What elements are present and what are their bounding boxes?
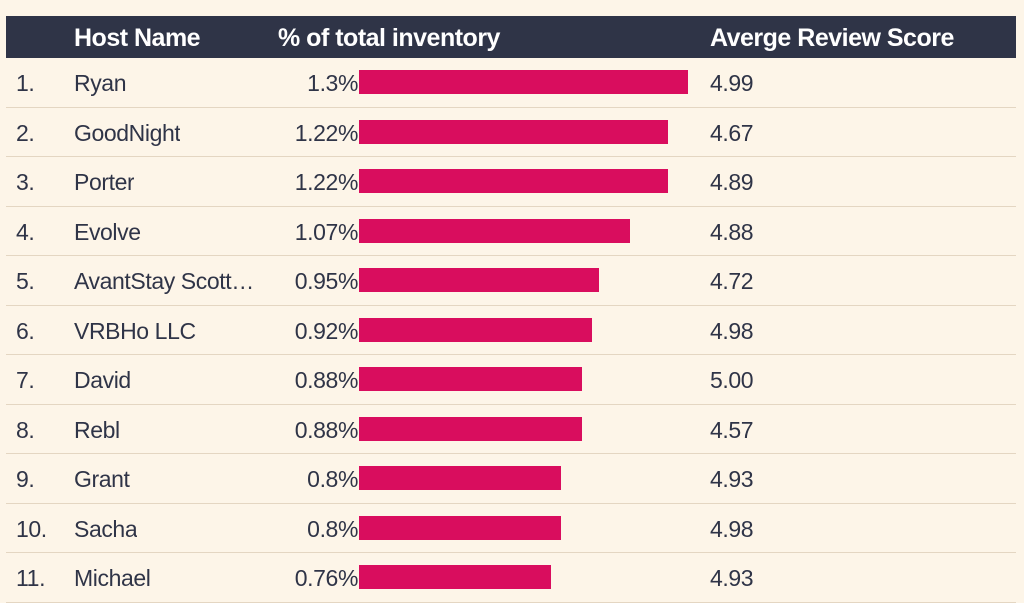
inventory-bar bbox=[359, 70, 688, 94]
inventory-bar bbox=[359, 119, 668, 144]
review-score: 4.57 bbox=[710, 416, 754, 443]
inventory-bar bbox=[359, 466, 561, 490]
row-rank: 6. bbox=[16, 317, 35, 344]
bar-value-label: 0.8% bbox=[307, 466, 358, 492]
host-name: VRBHo LLC bbox=[74, 317, 196, 344]
bar-value-label: 1.07% bbox=[294, 218, 359, 245]
table-row: 9. Grant 0.8% 4.93 bbox=[6, 454, 1016, 504]
table-row: 10. Sacha 0.8% 4.98 bbox=[6, 504, 1016, 553]
inventory-bar bbox=[359, 317, 592, 342]
bar-value-label: 0.76% bbox=[294, 565, 359, 591]
row-rank: 7. bbox=[16, 367, 35, 393]
review-score: 4.88 bbox=[710, 218, 754, 245]
table-row: 11. Michael 0.76% 4.93 bbox=[6, 553, 1016, 603]
inventory-bar bbox=[359, 169, 668, 193]
inventory-bar bbox=[359, 218, 630, 243]
inventory-bar bbox=[359, 268, 599, 292]
row-rank: 8. bbox=[16, 416, 35, 443]
row-rank: 4. bbox=[16, 218, 35, 245]
host-table: Host Name % of total inventory Averge Re… bbox=[6, 16, 1016, 603]
table-row: 4. Evolve 1.07% 4.88 bbox=[6, 207, 1016, 256]
review-score: 4.99 bbox=[710, 70, 754, 96]
review-score: 4.72 bbox=[710, 268, 754, 294]
inventory-bar bbox=[359, 515, 561, 540]
bar-value-label: 0.8% bbox=[307, 515, 358, 542]
review-score: 4.98 bbox=[710, 515, 754, 542]
bar-value-label: 0.88% bbox=[294, 367, 359, 393]
header-avg-review-score: Averge Review Score bbox=[710, 24, 954, 52]
inventory-bar bbox=[359, 416, 582, 441]
host-name: Grant bbox=[74, 466, 130, 492]
row-rank: 3. bbox=[16, 169, 35, 195]
row-rank: 5. bbox=[16, 268, 35, 294]
host-name: Evolve bbox=[74, 218, 141, 245]
table-row: 2. GoodNight 1.22% 4.67 bbox=[6, 108, 1016, 157]
host-name: AvantStay Scottsd... bbox=[74, 268, 260, 294]
bar-value-label: 0.88% bbox=[294, 416, 359, 443]
review-score: 4.93 bbox=[710, 565, 754, 591]
review-score: 4.89 bbox=[710, 169, 754, 195]
review-score: 4.93 bbox=[710, 466, 754, 492]
row-rank: 11. bbox=[16, 565, 46, 591]
review-score: 5.00 bbox=[710, 367, 754, 393]
table-body: 1. Ryan 1.3% 4.99 2. GoodNight 1.22% 4.67 3. Port… bbox=[6, 58, 1016, 603]
table-row: 7. David 0.88% 5.00 bbox=[6, 355, 1016, 405]
bar-value-label: 0.95% bbox=[294, 268, 359, 294]
bar-value-label: 1.3% bbox=[307, 70, 358, 96]
header-pct-inventory: % of total inventory bbox=[278, 24, 500, 52]
host-name: Porter bbox=[74, 169, 135, 195]
bar-value-label: 1.22% bbox=[294, 119, 359, 146]
host-name: Michael bbox=[74, 565, 151, 591]
header-host-name: Host Name bbox=[74, 24, 201, 52]
inventory-bar bbox=[359, 367, 582, 391]
host-name: GoodNight bbox=[74, 119, 181, 146]
table-header: Host Name % of total inventory Averge Re… bbox=[6, 16, 1016, 58]
host-name: Rebl bbox=[74, 416, 120, 443]
bar-value-label: 1.22% bbox=[294, 169, 359, 195]
row-rank: 2. bbox=[16, 119, 35, 146]
table-row: 3. Porter 1.22% 4.89 bbox=[6, 157, 1016, 207]
review-score: 4.98 bbox=[710, 317, 754, 344]
row-rank: 9. bbox=[16, 466, 35, 492]
host-name: Ryan bbox=[74, 70, 127, 96]
table-row: 5. AvantStay Scottsd... 0.95% 4.72 bbox=[6, 256, 1016, 306]
row-rank: 1. bbox=[16, 70, 35, 96]
bar-value-label: 0.92% bbox=[294, 317, 359, 344]
table-row: 8. Rebl 0.88% 4.57 bbox=[6, 405, 1016, 454]
host-name: Sacha bbox=[74, 515, 138, 542]
host-name: David bbox=[74, 367, 131, 393]
table-row: 1. Ryan 1.3% 4.99 bbox=[6, 58, 1016, 108]
row-rank: 10. bbox=[16, 515, 47, 542]
inventory-bar bbox=[359, 565, 551, 589]
review-score: 4.67 bbox=[710, 119, 754, 146]
table-row: 6. VRBHo LLC 0.92% 4.98 bbox=[6, 306, 1016, 355]
